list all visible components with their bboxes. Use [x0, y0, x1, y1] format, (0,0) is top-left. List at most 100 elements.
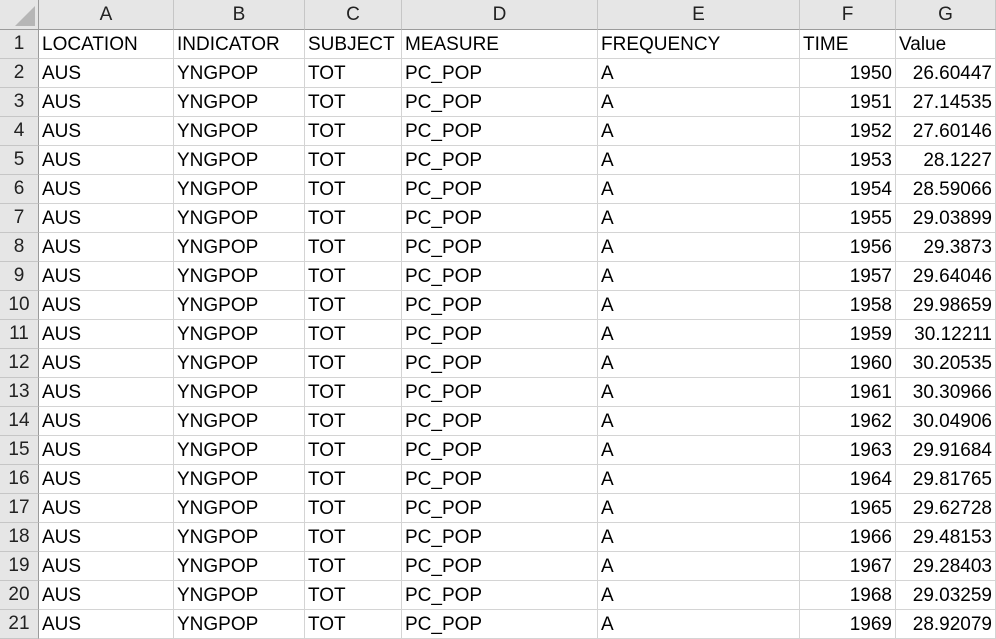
header-cell-location[interactable]: LOCATION — [39, 30, 174, 59]
cell-frequency[interactable]: A — [598, 175, 800, 204]
header-cell-measure[interactable]: MEASURE — [402, 30, 598, 59]
cell-indicator[interactable]: YNGPOP — [174, 204, 305, 233]
cell-subject[interactable]: TOT — [305, 117, 402, 146]
cell-subject[interactable]: TOT — [305, 146, 402, 175]
select-all-button[interactable] — [0, 0, 39, 30]
cell-value[interactable]: 29.91684 — [896, 436, 996, 465]
cell-measure[interactable]: PC_POP — [402, 465, 598, 494]
cell-subject[interactable]: TOT — [305, 494, 402, 523]
cell-frequency[interactable]: A — [598, 291, 800, 320]
column-header-a[interactable]: A — [39, 0, 174, 30]
cell-value[interactable]: 29.28403 — [896, 552, 996, 581]
cell-indicator[interactable]: YNGPOP — [174, 436, 305, 465]
row-header[interactable]: 3 — [0, 88, 39, 117]
cell-time[interactable]: 1962 — [800, 407, 896, 436]
header-cell-frequency[interactable]: FREQUENCY — [598, 30, 800, 59]
column-header-c[interactable]: C — [305, 0, 402, 30]
cell-frequency[interactable]: A — [598, 378, 800, 407]
cell-value[interactable]: 29.64046 — [896, 262, 996, 291]
cell-indicator[interactable]: YNGPOP — [174, 233, 305, 262]
cell-location[interactable]: AUS — [39, 117, 174, 146]
column-header-d[interactable]: D — [402, 0, 598, 30]
cell-time[interactable]: 1961 — [800, 378, 896, 407]
cell-time[interactable]: 1967 — [800, 552, 896, 581]
cell-subject[interactable]: TOT — [305, 262, 402, 291]
cell-subject[interactable]: TOT — [305, 378, 402, 407]
cell-measure[interactable]: PC_POP — [402, 204, 598, 233]
cell-measure[interactable]: PC_POP — [402, 175, 598, 204]
column-header-e[interactable]: E — [598, 0, 800, 30]
cell-frequency[interactable]: A — [598, 204, 800, 233]
cell-time[interactable]: 1954 — [800, 175, 896, 204]
row-header[interactable]: 9 — [0, 262, 39, 291]
row-header[interactable]: 7 — [0, 204, 39, 233]
cell-value[interactable]: 29.03259 — [896, 581, 996, 610]
cell-frequency[interactable]: A — [598, 117, 800, 146]
cell-measure[interactable]: PC_POP — [402, 320, 598, 349]
cell-value[interactable]: 29.62728 — [896, 494, 996, 523]
cell-measure[interactable]: PC_POP — [402, 552, 598, 581]
row-header[interactable]: 20 — [0, 581, 39, 610]
cell-measure[interactable]: PC_POP — [402, 233, 598, 262]
cell-subject[interactable]: TOT — [305, 204, 402, 233]
cell-subject[interactable]: TOT — [305, 610, 402, 639]
cell-time[interactable]: 1950 — [800, 59, 896, 88]
cell-frequency[interactable]: A — [598, 581, 800, 610]
row-header[interactable]: 1 — [0, 30, 39, 59]
cell-indicator[interactable]: YNGPOP — [174, 320, 305, 349]
cell-subject[interactable]: TOT — [305, 523, 402, 552]
cell-frequency[interactable]: A — [598, 262, 800, 291]
cell-indicator[interactable]: YNGPOP — [174, 146, 305, 175]
header-cell-subject[interactable]: SUBJECT — [305, 30, 402, 59]
cell-value[interactable]: 29.3873 — [896, 233, 996, 262]
cell-frequency[interactable]: A — [598, 494, 800, 523]
row-header[interactable]: 4 — [0, 117, 39, 146]
cell-value[interactable]: 27.14535 — [896, 88, 996, 117]
row-header[interactable]: 13 — [0, 378, 39, 407]
cell-indicator[interactable]: YNGPOP — [174, 291, 305, 320]
cell-measure[interactable]: PC_POP — [402, 59, 598, 88]
cell-location[interactable]: AUS — [39, 204, 174, 233]
cell-indicator[interactable]: YNGPOP — [174, 523, 305, 552]
cell-frequency[interactable]: A — [598, 320, 800, 349]
cell-value[interactable]: 29.98659 — [896, 291, 996, 320]
cell-time[interactable]: 1964 — [800, 465, 896, 494]
cell-location[interactable]: AUS — [39, 262, 174, 291]
cell-value[interactable]: 30.12211 — [896, 320, 996, 349]
cell-subject[interactable]: TOT — [305, 407, 402, 436]
cell-subject[interactable]: TOT — [305, 349, 402, 378]
cell-time[interactable]: 1956 — [800, 233, 896, 262]
cell-frequency[interactable]: A — [598, 523, 800, 552]
cell-location[interactable]: AUS — [39, 610, 174, 639]
cell-frequency[interactable]: A — [598, 233, 800, 262]
cell-indicator[interactable]: YNGPOP — [174, 378, 305, 407]
header-cell-value[interactable]: Value — [896, 30, 996, 59]
cell-time[interactable]: 1959 — [800, 320, 896, 349]
cell-indicator[interactable]: YNGPOP — [174, 262, 305, 291]
cell-value[interactable]: 27.60146 — [896, 117, 996, 146]
column-header-b[interactable]: B — [174, 0, 305, 30]
cell-location[interactable]: AUS — [39, 581, 174, 610]
cell-time[interactable]: 1969 — [800, 610, 896, 639]
row-header[interactable]: 8 — [0, 233, 39, 262]
header-cell-time[interactable]: TIME — [800, 30, 896, 59]
cell-time[interactable]: 1955 — [800, 204, 896, 233]
cell-location[interactable]: AUS — [39, 523, 174, 552]
cell-measure[interactable]: PC_POP — [402, 581, 598, 610]
cell-time[interactable]: 1951 — [800, 88, 896, 117]
cell-value[interactable]: 29.03899 — [896, 204, 996, 233]
cell-value[interactable]: 28.59066 — [896, 175, 996, 204]
cell-measure[interactable]: PC_POP — [402, 291, 598, 320]
cell-frequency[interactable]: A — [598, 407, 800, 436]
cell-measure[interactable]: PC_POP — [402, 523, 598, 552]
cell-location[interactable]: AUS — [39, 146, 174, 175]
cell-indicator[interactable]: YNGPOP — [174, 581, 305, 610]
cell-time[interactable]: 1960 — [800, 349, 896, 378]
cell-frequency[interactable]: A — [598, 349, 800, 378]
cell-location[interactable]: AUS — [39, 59, 174, 88]
row-header[interactable]: 2 — [0, 59, 39, 88]
cell-measure[interactable]: PC_POP — [402, 146, 598, 175]
cell-value[interactable]: 30.04906 — [896, 407, 996, 436]
row-header[interactable]: 21 — [0, 610, 39, 639]
cell-frequency[interactable]: A — [598, 59, 800, 88]
